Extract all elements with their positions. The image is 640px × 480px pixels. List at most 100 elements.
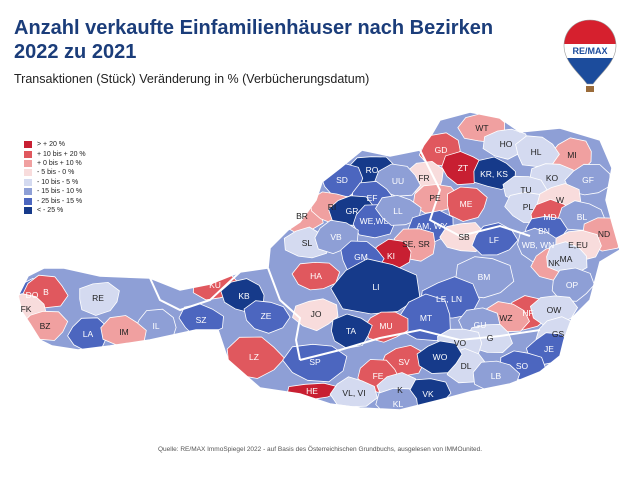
district-label: RE xyxy=(92,293,104,303)
district-label: MI xyxy=(567,150,576,160)
district-label: ND xyxy=(598,229,610,239)
district-re xyxy=(79,281,120,316)
district-me xyxy=(446,186,488,222)
district-label: BZ xyxy=(40,321,51,331)
legend-swatch xyxy=(24,150,32,158)
district-label: VL, VI xyxy=(342,388,365,398)
district-label: SD xyxy=(336,175,348,185)
district-label: VO xyxy=(454,338,467,348)
district-label: GF xyxy=(582,175,594,185)
district-label: SL xyxy=(302,238,313,248)
district-label: W xyxy=(556,195,564,205)
state-border xyxy=(419,149,531,238)
district-ha xyxy=(291,261,341,291)
district-label: E,EU xyxy=(568,240,588,250)
legend-item: - 25 bis - 15 % xyxy=(24,196,86,205)
page-title: Anzahl verkaufte Einfamilienhäuser nach … xyxy=(14,16,534,64)
district-label: LA xyxy=(83,329,94,339)
district-label: KO xyxy=(546,173,559,183)
district-label: ME xyxy=(460,199,473,209)
district-label: GD xyxy=(435,145,448,155)
district-label: K xyxy=(397,385,403,395)
legend-label: + 0 bis + 10 % xyxy=(37,159,82,167)
district-label: HE xyxy=(306,386,318,396)
state-border xyxy=(267,267,302,361)
state-border xyxy=(299,328,541,361)
district-label: FR xyxy=(418,173,429,183)
district-label: RO xyxy=(366,165,379,175)
district-kl xyxy=(375,387,419,410)
title-line-2: 2022 zu 2021 xyxy=(14,41,137,63)
district-label: OP xyxy=(566,280,579,290)
district-label: SV xyxy=(398,357,410,367)
legend-item: + 0 bis + 10 % xyxy=(24,159,86,168)
district-label: KB xyxy=(238,291,250,301)
district-label: EF xyxy=(367,193,378,203)
district-label: PE xyxy=(429,193,441,203)
district-label: FE xyxy=(373,371,384,381)
district-label: SZ xyxy=(196,315,207,325)
legend-item: - 10 bis - 5 % xyxy=(24,178,86,187)
legend-item: - 5 bis - 0 % xyxy=(24,168,86,177)
district-label: MA xyxy=(560,254,573,264)
district-label: LF xyxy=(489,235,499,245)
district-ll xyxy=(375,194,422,226)
district-label: LI xyxy=(372,282,379,292)
district-label: VK xyxy=(422,389,434,399)
district-label: OW xyxy=(547,305,562,315)
legend-swatch xyxy=(24,188,32,196)
district-label: LL xyxy=(393,206,403,216)
legend-label: + 10 bis + 20 % xyxy=(37,150,86,158)
district-label: GS xyxy=(552,329,565,339)
district-label: BR xyxy=(296,211,308,221)
legend-swatch xyxy=(24,141,32,149)
district-mt xyxy=(399,293,451,342)
district-label: UU xyxy=(392,176,404,186)
legend-swatch xyxy=(24,197,32,205)
district-label: LB xyxy=(491,371,502,381)
district-label: SO xyxy=(516,361,529,371)
district-ze xyxy=(243,300,291,334)
legend-label: > + 20 % xyxy=(37,141,66,149)
district-label: ZT xyxy=(458,163,468,173)
legend-item: < - 25 % xyxy=(24,206,86,215)
district-label: BN xyxy=(538,226,550,236)
legend-item: + 10 bis + 20 % xyxy=(24,149,86,158)
district-label: AM, WY xyxy=(416,221,447,231)
district-label: BL xyxy=(577,212,588,222)
district-lb xyxy=(472,360,521,392)
district-label: ZE xyxy=(261,311,272,321)
district-label: WE,WL xyxy=(360,216,389,226)
legend-label: - 25 bis - 15 % xyxy=(37,197,83,205)
district-label: HA xyxy=(310,271,322,281)
district-label: SB xyxy=(458,232,470,242)
state-border xyxy=(149,271,241,312)
legend-label: - 10 bis - 5 % xyxy=(37,178,79,186)
district-label: FK xyxy=(21,304,32,314)
district-label: WO xyxy=(433,352,448,362)
legend-swatch xyxy=(24,169,32,177)
district-label: LE, LN xyxy=(436,294,462,304)
district-label: PL xyxy=(523,202,534,212)
district-label: WB, WN xyxy=(522,240,555,250)
legend-swatch xyxy=(24,206,32,214)
district-wo xyxy=(416,340,463,374)
district-label: BM xyxy=(478,272,491,282)
legend-item: - 15 bis - 10 % xyxy=(24,187,86,196)
legend-swatch xyxy=(24,159,32,167)
district-label: JE xyxy=(544,344,554,354)
legend-label: < - 25 % xyxy=(37,206,64,214)
district-label: WZ xyxy=(499,313,512,323)
district-li xyxy=(330,258,421,315)
district-label: IM xyxy=(119,327,128,337)
country-outline xyxy=(17,111,621,411)
district-ta xyxy=(330,313,373,349)
legend-swatch xyxy=(24,178,32,186)
district-vl-vi xyxy=(329,376,378,408)
district-label: SE, SR xyxy=(402,239,430,249)
district-label: NK xyxy=(548,258,560,268)
district-label: VB xyxy=(330,232,342,242)
district-label: KR, KS xyxy=(480,169,508,179)
district-label: IL xyxy=(152,321,159,331)
